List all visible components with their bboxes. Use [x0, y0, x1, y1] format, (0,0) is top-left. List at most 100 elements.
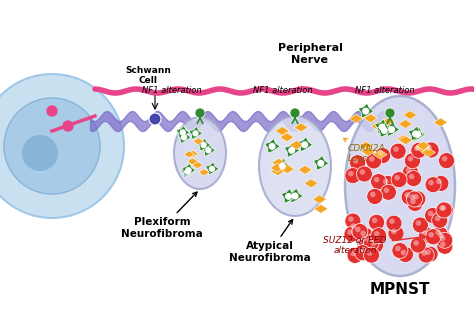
Polygon shape	[384, 122, 400, 136]
Circle shape	[364, 247, 380, 263]
Circle shape	[4, 98, 100, 194]
Circle shape	[344, 226, 360, 242]
Polygon shape	[187, 158, 198, 165]
Circle shape	[421, 250, 427, 256]
Polygon shape	[298, 166, 312, 174]
Circle shape	[0, 74, 124, 218]
Polygon shape	[202, 143, 215, 156]
Circle shape	[355, 227, 361, 232]
Ellipse shape	[174, 117, 226, 189]
Circle shape	[410, 199, 416, 204]
Circle shape	[442, 156, 447, 162]
Circle shape	[347, 247, 363, 263]
Circle shape	[425, 229, 441, 245]
Circle shape	[418, 247, 434, 263]
Circle shape	[180, 130, 185, 135]
Polygon shape	[371, 121, 385, 130]
Polygon shape	[184, 151, 195, 158]
Circle shape	[63, 121, 73, 131]
Circle shape	[401, 250, 406, 255]
Polygon shape	[364, 114, 377, 123]
Circle shape	[345, 167, 361, 184]
Polygon shape	[314, 204, 328, 213]
Circle shape	[357, 227, 373, 243]
Circle shape	[425, 177, 441, 193]
Circle shape	[436, 179, 442, 184]
Circle shape	[413, 194, 419, 200]
Circle shape	[406, 167, 411, 173]
Circle shape	[367, 237, 383, 253]
Polygon shape	[275, 158, 291, 173]
Circle shape	[432, 212, 447, 228]
Circle shape	[395, 246, 401, 251]
Circle shape	[210, 166, 214, 171]
Circle shape	[435, 215, 440, 221]
Polygon shape	[178, 130, 191, 143]
Polygon shape	[192, 162, 203, 168]
Circle shape	[366, 238, 372, 243]
Polygon shape	[288, 188, 303, 203]
Circle shape	[410, 191, 426, 207]
Circle shape	[383, 179, 389, 184]
Polygon shape	[421, 148, 436, 157]
Circle shape	[186, 168, 191, 173]
Polygon shape	[382, 118, 395, 126]
Circle shape	[435, 229, 451, 246]
Circle shape	[360, 169, 365, 175]
Circle shape	[350, 155, 365, 171]
Circle shape	[391, 172, 407, 188]
Circle shape	[363, 108, 368, 114]
Polygon shape	[199, 169, 210, 176]
Polygon shape	[358, 103, 374, 118]
Polygon shape	[349, 114, 363, 123]
Circle shape	[369, 214, 384, 230]
Circle shape	[195, 108, 205, 118]
Circle shape	[367, 188, 383, 205]
Circle shape	[383, 187, 389, 193]
Circle shape	[410, 237, 426, 253]
Polygon shape	[176, 125, 190, 138]
Polygon shape	[297, 137, 313, 152]
Circle shape	[380, 175, 396, 191]
Circle shape	[423, 142, 439, 158]
Polygon shape	[281, 189, 297, 203]
Polygon shape	[280, 133, 294, 142]
Circle shape	[407, 195, 423, 212]
Circle shape	[351, 223, 356, 229]
Circle shape	[391, 229, 397, 234]
Circle shape	[374, 177, 379, 182]
Circle shape	[360, 247, 366, 252]
Circle shape	[436, 202, 452, 218]
Text: SUZ12 or EED
alteration: SUZ12 or EED alteration	[323, 235, 426, 255]
Polygon shape	[270, 163, 284, 172]
Circle shape	[352, 223, 368, 240]
Circle shape	[292, 193, 298, 199]
Polygon shape	[399, 136, 413, 145]
Circle shape	[206, 148, 211, 153]
Circle shape	[382, 128, 387, 133]
Circle shape	[366, 153, 382, 169]
Circle shape	[425, 249, 431, 255]
Text: Peripheral
Nerve: Peripheral Nerve	[278, 43, 342, 65]
Polygon shape	[397, 135, 411, 144]
Polygon shape	[377, 123, 392, 137]
Circle shape	[374, 148, 391, 164]
Circle shape	[381, 184, 396, 200]
Polygon shape	[312, 195, 327, 204]
Polygon shape	[272, 158, 286, 167]
Polygon shape	[410, 126, 426, 141]
Circle shape	[353, 158, 358, 164]
Circle shape	[409, 174, 414, 179]
Circle shape	[370, 192, 375, 197]
Circle shape	[413, 240, 419, 246]
Circle shape	[318, 161, 324, 166]
Polygon shape	[408, 126, 424, 141]
Text: MPNST: MPNST	[370, 281, 430, 297]
Circle shape	[438, 153, 455, 169]
Circle shape	[412, 217, 428, 233]
Circle shape	[402, 164, 419, 180]
Circle shape	[432, 226, 448, 242]
Polygon shape	[434, 118, 447, 127]
Circle shape	[388, 225, 404, 241]
Circle shape	[392, 243, 408, 259]
